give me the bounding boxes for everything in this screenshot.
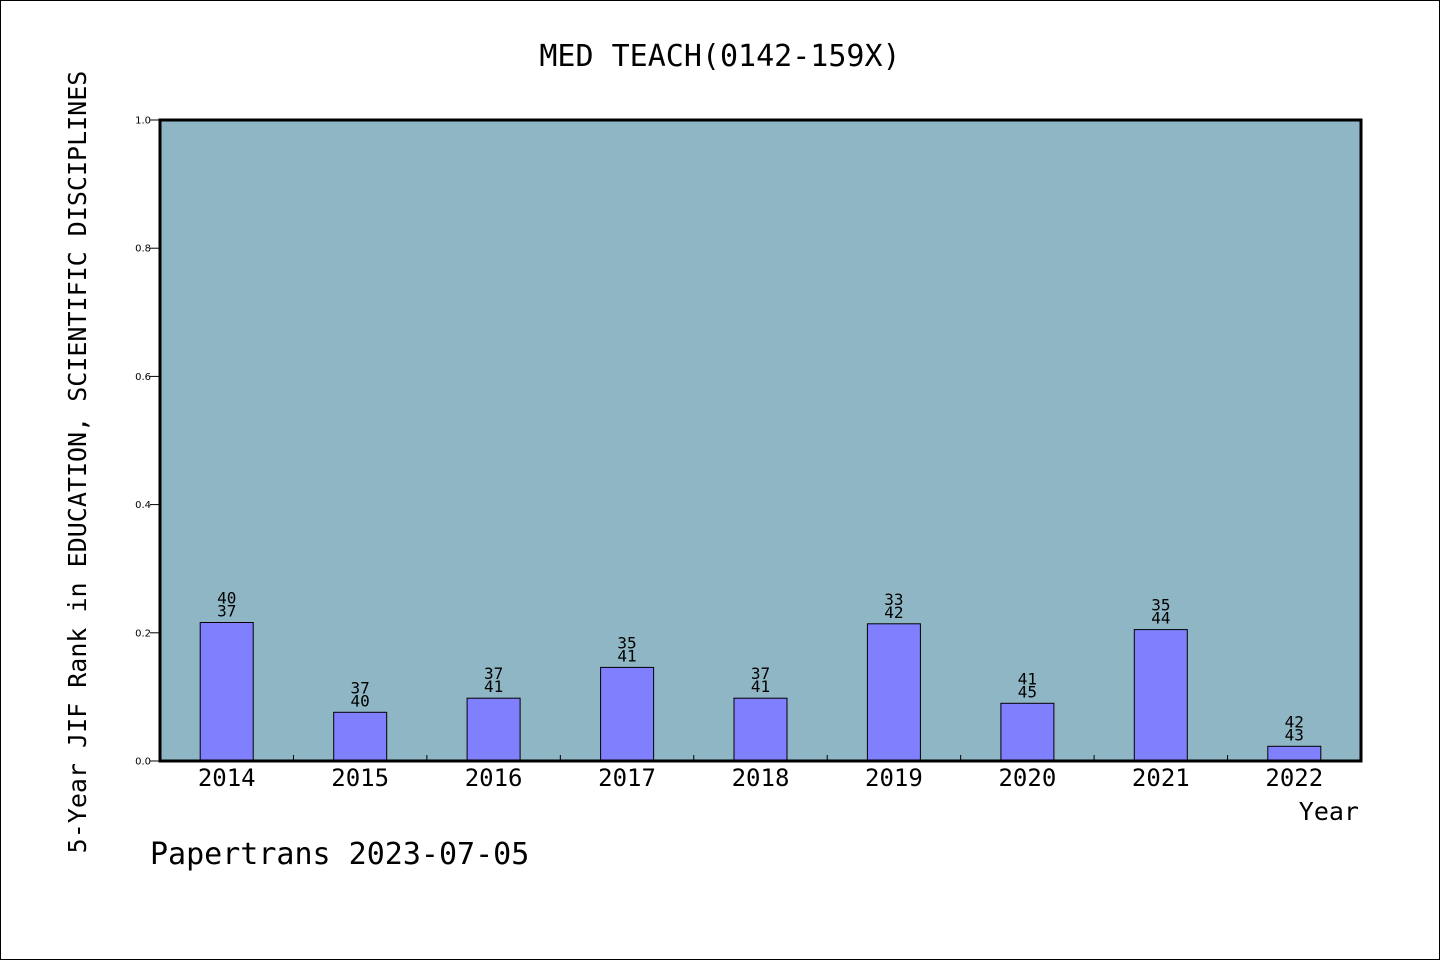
x-tick-label-2017: 2017 [598, 764, 656, 792]
x-tick-label-2014: 2014 [198, 764, 256, 792]
y-tick-label-0.8: 0.8 [135, 244, 151, 255]
bar-2016 [466, 697, 521, 762]
data-label-top-2019: 33 [884, 590, 903, 609]
footer-text: Papertrans 2023-07-05 [150, 837, 529, 872]
x-tick-label-2019: 2019 [865, 764, 923, 792]
data-label-bottom-2015: 40 [351, 691, 370, 710]
y-axis-label: 5-Year JIF Rank in EDUCATION, SCIENTIFIC… [63, 71, 92, 854]
x-tick-label-2018: 2018 [732, 764, 790, 792]
data-label-top-2021: 35 [1151, 596, 1170, 615]
bar-2022 [1267, 745, 1322, 762]
y-tick-label-0.2: 0.2 [135, 628, 151, 639]
bar-2015 [333, 711, 388, 762]
y-tick-label-0.0: 0.0 [135, 757, 151, 768]
y-tick-label-1.0: 1.0 [135, 116, 151, 127]
y-tick-label-0.4: 0.4 [135, 500, 151, 511]
data-label-bottom-2016: 41 [484, 677, 503, 696]
bar-2019 [866, 623, 921, 762]
y-tick-label-0.6: 0.6 [135, 372, 151, 383]
x-tick-label-2015: 2015 [331, 764, 389, 792]
bar-2018 [733, 697, 788, 762]
data-label-top-2018: 37 [751, 664, 770, 683]
x-tick-label-2021: 2021 [1132, 764, 1190, 792]
data-label-bottom-2021: 44 [1151, 609, 1170, 628]
data-label-top-2016: 37 [484, 664, 503, 683]
data-label-bottom-2014: 37 [217, 602, 236, 621]
bar-2021 [1133, 629, 1188, 762]
x-tick-label-2020: 2020 [998, 764, 1056, 792]
data-label-top-2017: 35 [617, 633, 636, 652]
data-label-top-2014: 40 [217, 589, 236, 608]
bar-2020 [1000, 702, 1055, 762]
data-label-bottom-2022: 43 [1285, 725, 1304, 744]
data-label-bottom-2017: 41 [617, 646, 636, 665]
plot-border [158, 118, 1363, 763]
bar-2017 [600, 666, 655, 762]
data-label-bottom-2018: 41 [751, 677, 770, 696]
data-label-top-2020: 41 [1018, 669, 1037, 688]
x-axis-label: Year [1299, 797, 1359, 826]
data-label-top-2022: 42 [1285, 712, 1304, 731]
chart-title: MED TEACH(0142-159X) [539, 39, 900, 74]
data-label-top-2015: 37 [351, 678, 370, 697]
data-label-bottom-2019: 42 [884, 603, 903, 622]
bar-2014 [199, 622, 254, 762]
data-label-bottom-2020: 45 [1018, 682, 1037, 701]
x-tick-label-2022: 2022 [1265, 764, 1323, 792]
x-tick-label-2016: 2016 [465, 764, 523, 792]
